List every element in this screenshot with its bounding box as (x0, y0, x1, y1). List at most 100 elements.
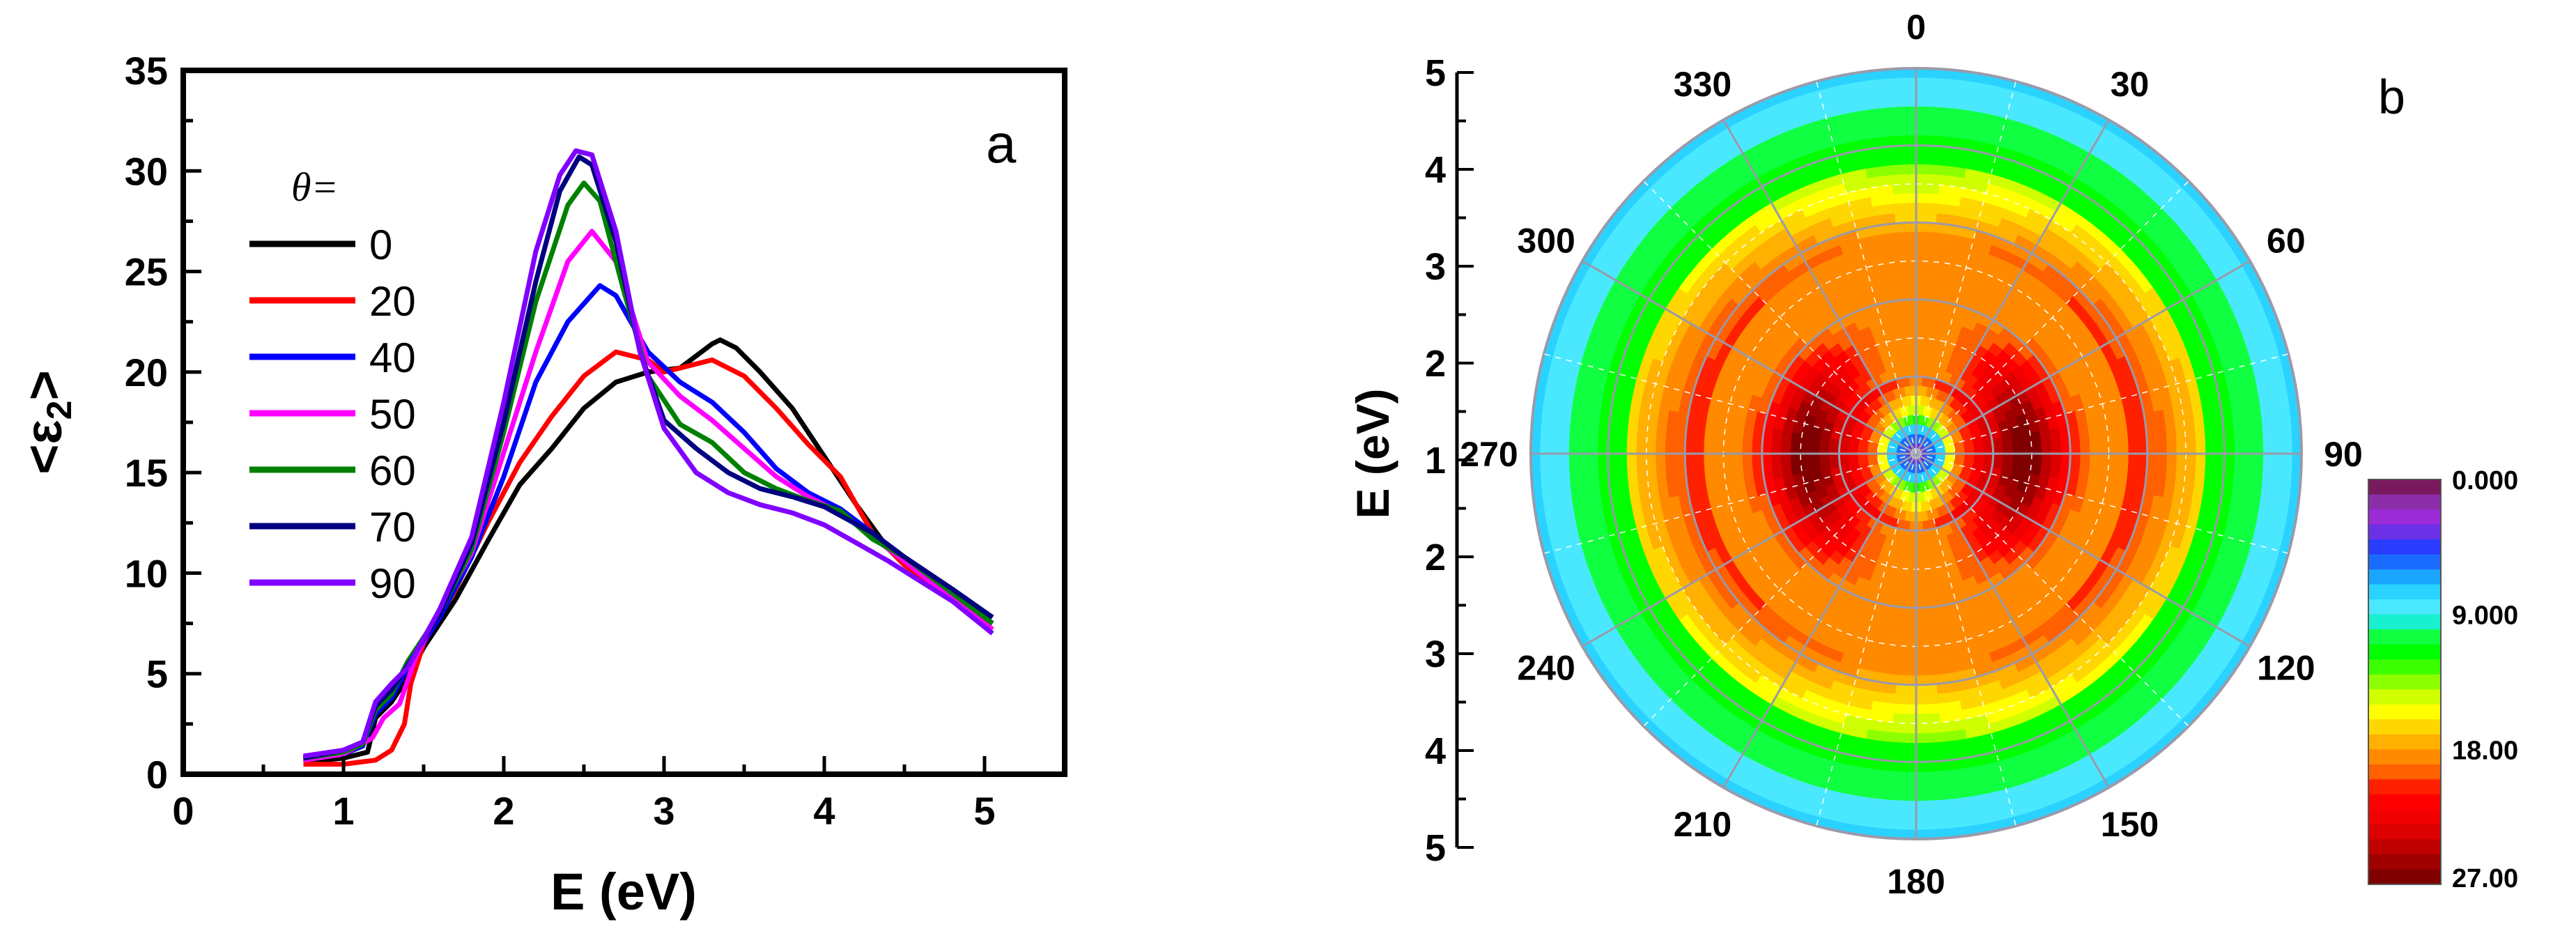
polar-cell (2155, 431, 2167, 454)
polar-cell (2039, 429, 2051, 443)
polar-cell (1722, 453, 1734, 471)
colorbar-label: 9.000 (2452, 601, 2518, 631)
polar-cell (1791, 463, 1803, 476)
polar-cell (1915, 231, 1936, 243)
colorbar-swatch (2368, 779, 2441, 795)
polar-cell (1713, 436, 1725, 454)
polar-cell (2193, 453, 2206, 479)
polar-cell (1771, 440, 1782, 454)
polar-cell (1915, 549, 1926, 560)
polar-cell (1915, 712, 1941, 724)
colorbar-swatch (2368, 809, 2441, 825)
polar-cell (1915, 241, 1936, 253)
polar-cell (1907, 357, 1917, 368)
colorbar-swatch (2368, 689, 2441, 705)
polar-cell (1915, 299, 1930, 310)
polar-cell (1894, 328, 1907, 341)
legend-label-90: 90 (369, 560, 416, 607)
polar-cell (1896, 231, 1917, 243)
polar-cell (1923, 538, 1934, 551)
polar-cell (2184, 429, 2196, 454)
colorbar-swatch (2368, 839, 2441, 855)
colorbar-swatch (2368, 584, 2441, 600)
polar-cell (1761, 440, 1773, 454)
polar-cell (2242, 424, 2254, 454)
polar-cell (1781, 464, 1794, 478)
polar-cell (2050, 453, 2061, 467)
y-tick-label: 30 (125, 149, 168, 193)
polar-cell (1665, 431, 1677, 454)
polar-cell (1927, 576, 1941, 589)
polar-cell (1626, 428, 1639, 454)
polar-cell (2203, 427, 2216, 454)
polar-angle-label: 270 (1460, 435, 1518, 474)
x-tick-label: 3 (653, 789, 674, 833)
polar-cell (2040, 453, 2052, 466)
polar-cell (1915, 309, 1929, 320)
colorbar-swatch (2368, 524, 2441, 540)
polar-cell (1925, 328, 1938, 341)
polar-cell (1790, 453, 1802, 466)
polar-cell (1915, 722, 1941, 734)
polar-cell (1885, 789, 1917, 801)
polar-cell (1694, 453, 1706, 474)
polar-cell (1915, 664, 1936, 676)
colorbar-swatch (2368, 629, 2441, 645)
polar-angle-label: 300 (1517, 222, 1575, 261)
polar-cell (1886, 116, 1917, 128)
polar-cell (1665, 453, 1677, 476)
polar-cell (1915, 106, 1947, 118)
polar-cell (2020, 433, 2032, 445)
polar-cell (1810, 461, 1822, 472)
colorbar: 0.000 9.000 18.00 27.00 (2368, 466, 2518, 893)
polar-cell (1915, 769, 1945, 782)
series-line-60 (302, 180, 994, 761)
polar-cell (1800, 462, 1812, 475)
polar-cell (1915, 279, 1932, 291)
polar-cell (2039, 464, 2051, 478)
polar-angle-label: 180 (1887, 862, 1945, 901)
panel-a-x-axis-label: E (eV) (550, 863, 697, 921)
series-line-90 (302, 148, 994, 759)
polar-cell (2030, 442, 2042, 454)
y-tick-label: 15 (125, 451, 168, 495)
series-line-20 (303, 349, 994, 767)
polar-cell (2012, 444, 2023, 454)
colorbar-swatch (2368, 749, 2441, 765)
y-label-main: <ε (15, 420, 72, 474)
polar-cell (1890, 741, 1917, 753)
polar-cell (1892, 702, 1917, 714)
polar-cell (1732, 453, 1744, 470)
colorbar-label: 27.00 (2452, 864, 2518, 893)
polar-cell (1568, 423, 1581, 454)
polar-cell (1617, 453, 1629, 480)
x-tick-label: 2 (493, 789, 514, 833)
y-tick-label: 10 (125, 551, 168, 595)
polar-angle-label: 330 (1674, 65, 1732, 104)
polar-minor-spoke (1915, 81, 2016, 454)
polar-cell (1892, 576, 1906, 589)
polar-cell (2242, 453, 2254, 484)
colorbar-swatch (2368, 494, 2441, 510)
polar-cell (2193, 428, 2206, 454)
polar-angle-label: 120 (2257, 649, 2315, 688)
polar-cell (1626, 453, 1639, 479)
polar-cell (1780, 441, 1792, 454)
polar-cell (2060, 453, 2071, 468)
polar-cell (2184, 453, 2196, 479)
polar-cell (2021, 443, 2033, 454)
polar-cell (1915, 558, 1927, 570)
polar-cell (1899, 636, 1917, 647)
polar-spoke (1915, 119, 2110, 454)
polar-cell (1646, 453, 1658, 478)
polar-cell (1617, 427, 1629, 454)
polar-cell (1915, 731, 1942, 744)
polar-angle-label: 210 (1674, 805, 1732, 844)
polar-minor-spoke (1543, 453, 1917, 554)
polar-cell (1905, 558, 1917, 570)
polar-cell (1915, 779, 1946, 792)
polar-cell (1899, 270, 1917, 282)
polar-cell (2261, 422, 2274, 454)
polar-angle-label: 0 (1906, 8, 1926, 47)
